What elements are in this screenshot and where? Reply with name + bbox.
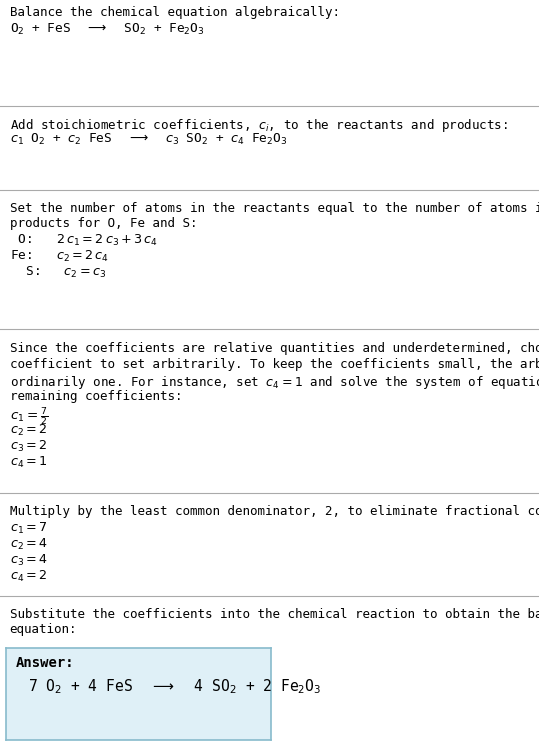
Text: O:   $2\,c_1 = 2\,c_3 + 3\,c_4$: O: $2\,c_1 = 2\,c_3 + 3\,c_4$ <box>10 233 158 248</box>
Text: S:   $c_2 = c_3$: S: $c_2 = c_3$ <box>10 265 106 280</box>
Text: equation:: equation: <box>10 623 77 636</box>
Text: Since the coefficients are relative quantities and underdetermined, choose a: Since the coefficients are relative quan… <box>10 342 539 355</box>
Text: Add stoichiometric coefficients, $c_i$, to the reactants and products:: Add stoichiometric coefficients, $c_i$, … <box>10 117 508 134</box>
Text: Answer:: Answer: <box>16 656 75 670</box>
Text: O$_2$ + FeS  $\longrightarrow$  SO$_2$ + Fe$_2$O$_3$: O$_2$ + FeS $\longrightarrow$ SO$_2$ + F… <box>10 22 204 37</box>
Text: $c_2 = 4$: $c_2 = 4$ <box>10 537 47 552</box>
Text: Fe:   $c_2 = 2\,c_4$: Fe: $c_2 = 2\,c_4$ <box>10 249 109 264</box>
Text: coefficient to set arbitrarily. To keep the coefficients small, the arbitrary va: coefficient to set arbitrarily. To keep … <box>10 358 539 371</box>
Text: products for O, Fe and S:: products for O, Fe and S: <box>10 217 197 230</box>
Text: $c_1 = \frac{7}{2}$: $c_1 = \frac{7}{2}$ <box>10 405 48 428</box>
Text: $c_4 = 2$: $c_4 = 2$ <box>10 569 47 584</box>
Text: $c_4 = 1$: $c_4 = 1$ <box>10 455 47 470</box>
Text: $c_3 = 4$: $c_3 = 4$ <box>10 553 47 568</box>
Text: Balance the chemical equation algebraically:: Balance the chemical equation algebraica… <box>10 6 340 19</box>
Text: $c_1$ O$_2$ + $c_2$ FeS  $\longrightarrow$  $c_3$ SO$_2$ + $c_4$ Fe$_2$O$_3$: $c_1$ O$_2$ + $c_2$ FeS $\longrightarrow… <box>10 132 287 147</box>
Text: 7 O$_2$ + 4 FeS  $\longrightarrow$  4 SO$_2$ + 2 Fe$_2$O$_3$: 7 O$_2$ + 4 FeS $\longrightarrow$ 4 SO$_… <box>28 677 322 696</box>
Text: Set the number of atoms in the reactants equal to the number of atoms in the: Set the number of atoms in the reactants… <box>10 202 539 214</box>
Text: Multiply by the least common denominator, 2, to eliminate fractional coefficient: Multiply by the least common denominator… <box>10 505 539 518</box>
Text: ordinarily one. For instance, set $c_4 = 1$ and solve the system of equations fo: ordinarily one. For instance, set $c_4 =… <box>10 374 539 391</box>
Text: Substitute the coefficients into the chemical reaction to obtain the balanced: Substitute the coefficients into the che… <box>10 608 539 620</box>
Text: remaining coefficients:: remaining coefficients: <box>10 390 182 402</box>
Text: $c_2 = 2$: $c_2 = 2$ <box>10 423 47 438</box>
Text: $c_1 = 7$: $c_1 = 7$ <box>10 521 47 536</box>
Text: $c_3 = 2$: $c_3 = 2$ <box>10 439 47 454</box>
